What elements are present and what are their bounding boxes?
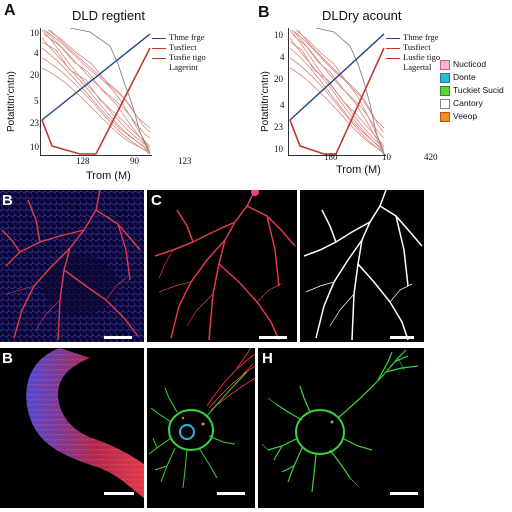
legend-label: Tusfiect: [169, 42, 197, 52]
xtick: 180: [324, 152, 338, 162]
category-label: Tuckiet Sucid: [453, 85, 504, 95]
panel-b-legend: Thme frge Tusfiect Lusfie tigo Lagertal: [386, 32, 440, 72]
legend-label: Tusfiect: [403, 42, 431, 52]
ytick: 10: [30, 28, 39, 38]
red-swatch: [386, 58, 400, 59]
curved-tissue-drawing: [0, 348, 144, 508]
panel-b-xlabel: Trom (M): [336, 164, 381, 176]
legend-item: Thme frge: [152, 32, 206, 42]
vessel-red-drawing: [147, 190, 297, 342]
panel-b3-letter: B: [2, 350, 13, 367]
legend-label: Thme frge: [403, 32, 438, 42]
vessel-tissue-drawing: [0, 190, 144, 342]
scale-bar: [104, 336, 132, 339]
ytick: 10: [274, 144, 283, 154]
xtick: 10: [382, 152, 391, 162]
blue-swatch: [386, 38, 400, 39]
ytick: 23: [274, 122, 283, 132]
panel-b2-letter: B: [2, 192, 13, 209]
ytick: 10: [274, 30, 283, 40]
micrograph-vessel-tissue: B: [0, 190, 144, 342]
category-item: Cantory: [440, 97, 504, 110]
ytick: 4: [280, 52, 285, 62]
panel-b-light-traces: [290, 30, 384, 154]
category-item: Veeop: [440, 110, 504, 123]
swatch-cyan: [440, 73, 450, 83]
vessel-binary-drawing: [300, 190, 424, 342]
ytick: 4: [280, 100, 285, 110]
legend-label: Lagertal: [403, 62, 431, 72]
ytick: 23: [30, 118, 39, 128]
neuron-green-drawing: [258, 348, 424, 508]
panel-a-blue-line: [42, 34, 150, 120]
micrograph-vessel-binary: [300, 190, 424, 342]
legend-item: Lagertal: [386, 62, 440, 72]
swatch-green: [440, 86, 450, 96]
scale-bar: [390, 336, 414, 339]
category-legend: Nucticod Donte Tuckiet Sucid Cantory Vee…: [440, 58, 504, 123]
swatch-white: [440, 99, 450, 109]
category-item: Donte: [440, 71, 504, 84]
legend-item: Tusfiect: [152, 42, 206, 52]
legend-label: Thme frge: [169, 32, 204, 42]
panel-a-legend: Thme frge Tusfiect Tusfie tigo Lagerint: [152, 32, 206, 72]
blue-swatch: [152, 38, 166, 39]
red-swatch: [152, 48, 166, 49]
legend-item: Lagerint: [152, 62, 206, 72]
category-item: Tuckiet Sucid: [440, 84, 504, 97]
panel-a-xlabel: Trom (M): [86, 170, 131, 182]
legend-item: Lusfie tigo: [386, 52, 440, 62]
scale-bar: [104, 492, 134, 495]
red-swatch: [386, 48, 400, 49]
panel-h-letter: H: [262, 350, 273, 367]
category-label: Cantory: [453, 98, 483, 108]
panel-a-plot: [40, 28, 152, 156]
category-item: Nucticod: [440, 58, 504, 71]
panel-b-plot: [288, 28, 386, 156]
legend-item: Tusfie tigo: [152, 52, 206, 62]
legend-item: Tusfiect: [386, 42, 440, 52]
category-label: Donte: [453, 72, 476, 82]
panel-b-blue-line: [290, 34, 384, 120]
panel-b-ylabel: Potattitn'cntn): [260, 71, 271, 132]
neuron-multichannel-drawing: [147, 348, 255, 508]
panel-a-letter: A: [4, 2, 16, 20]
xtick: 128: [76, 156, 90, 166]
xtick: 420: [424, 152, 438, 162]
legend-label: Lusfie tigo: [403, 52, 440, 62]
micrograph-curved-tissue: B: [0, 348, 144, 508]
ytick: 5: [34, 96, 39, 106]
red-swatch: [152, 58, 166, 59]
panel-a-light-traces: [42, 30, 150, 154]
ytick: 4: [34, 48, 39, 58]
panel-c-letter: C: [151, 192, 162, 209]
blank-swatch: [152, 68, 166, 69]
panel-a-title: DLD regtient: [72, 8, 145, 23]
panel-a-ylabel: Potattitn'cntn): [6, 71, 17, 132]
micrograph-vessel-red: C: [147, 190, 297, 342]
scale-bar: [259, 336, 287, 339]
swatch-orange: [440, 112, 450, 122]
ytick: 10: [30, 142, 39, 152]
panel-a-red-line: [42, 48, 150, 154]
swatch-pink: [440, 60, 450, 70]
micrograph-neuron-multichannel: [147, 348, 255, 508]
micrograph-neuron-green: H: [258, 348, 424, 508]
category-label: Veeop: [453, 111, 477, 121]
xtick: 90: [130, 156, 139, 166]
panel-b-letter: B: [258, 4, 270, 22]
panel-b-grey-trace: [316, 28, 384, 154]
ytick: 20: [30, 70, 39, 80]
legend-label: Lagerint: [169, 62, 198, 72]
blank-swatch: [386, 68, 400, 69]
legend-item: Thme frge: [386, 32, 440, 42]
xtick: 123: [178, 156, 192, 166]
panel-b-title: DLDry acount: [322, 8, 401, 23]
scale-bar: [390, 492, 418, 495]
legend-label: Tusfie tigo: [169, 52, 206, 62]
ytick: 20: [274, 74, 283, 84]
scale-bar: [217, 492, 245, 495]
category-label: Nucticod: [453, 59, 486, 69]
